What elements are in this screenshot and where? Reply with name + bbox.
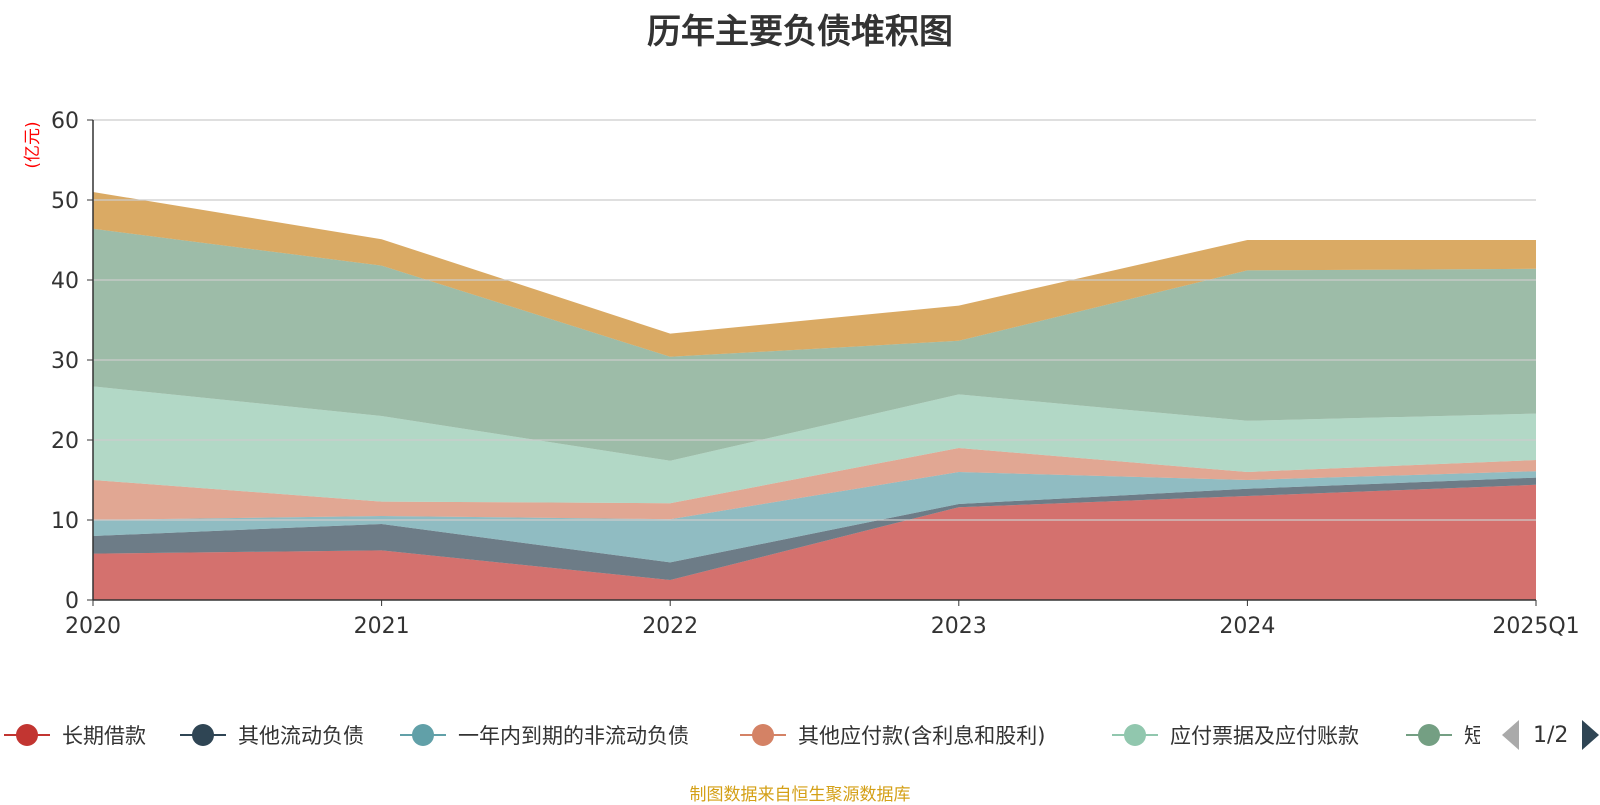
legend-symbol bbox=[2, 718, 52, 752]
y-tick-label: 20 bbox=[51, 429, 79, 454]
legend-symbol bbox=[1110, 718, 1160, 752]
legend-page-indicator: 1/2 bbox=[1533, 722, 1569, 748]
legend-label: 其他流动负债 bbox=[238, 724, 364, 748]
legend-item-other-current-liabilities[interactable]: 其他流动负债 bbox=[178, 718, 364, 752]
area-series-3 bbox=[93, 448, 1536, 520]
x-tick-label: 2023 bbox=[931, 614, 987, 639]
legend-symbol bbox=[398, 718, 448, 752]
legend-label: 短 bbox=[1464, 724, 1480, 748]
axes: 2020 2021 2022 2023 2024 2025Q1 bbox=[65, 120, 1580, 639]
y-tick-label: 30 bbox=[51, 349, 79, 374]
y-tick-label: 10 bbox=[51, 509, 79, 534]
y-tick-label: 0 bbox=[65, 589, 79, 614]
legend: 长期借款 其他流动负债 一年内到期的非流动负债 其他应付款(含利息和股利) 应付… bbox=[0, 718, 1480, 752]
legend-label: 一年内到期的非流动负债 bbox=[458, 724, 689, 748]
grid-lines: 0 10 20 30 40 50 60 bbox=[51, 109, 1536, 614]
area-series-5 bbox=[93, 228, 1536, 461]
prev-page-icon[interactable] bbox=[1502, 720, 1519, 750]
legend-item-current-portion-noncurrent[interactable]: 一年内到期的非流动负债 bbox=[398, 718, 689, 752]
legend-symbol bbox=[1404, 718, 1454, 752]
legend-label: 长期借款 bbox=[62, 724, 146, 748]
chart-title: 历年主要负债堆积图 bbox=[647, 12, 953, 52]
next-page-icon[interactable] bbox=[1582, 720, 1600, 750]
x-tick-label: 2025Q1 bbox=[1492, 614, 1579, 639]
y-axis-unit-label: (亿元) bbox=[23, 121, 43, 168]
area-series-0 bbox=[93, 484, 1536, 600]
area-series-4 bbox=[93, 386, 1536, 504]
legend-pager: 1/2 bbox=[1496, 718, 1600, 752]
y-tick-label: 40 bbox=[51, 269, 79, 294]
legend-label: 应付票据及应付账款 bbox=[1170, 724, 1359, 748]
legend-item-long-term-loans[interactable]: 长期借款 bbox=[2, 718, 146, 752]
x-tick-label: 2020 bbox=[65, 614, 121, 639]
x-tick-label: 2022 bbox=[642, 614, 698, 639]
legend-item-notes-accounts-payable[interactable]: 应付票据及应付账款 bbox=[1110, 718, 1359, 752]
legend-item-short-term-loans[interactable]: 短 bbox=[1404, 718, 1480, 752]
legend-symbol bbox=[178, 718, 228, 752]
y-tick-label: 50 bbox=[51, 189, 79, 214]
legend-item-other-payables[interactable]: 其他应付款(含利息和股利) bbox=[738, 718, 1045, 752]
source-note: 制图数据来自恒生聚源数据库 bbox=[689, 785, 911, 805]
area-layers bbox=[93, 192, 1536, 600]
x-tick-label: 2021 bbox=[354, 614, 410, 639]
y-tick-label: 60 bbox=[51, 109, 79, 134]
area-series-2 bbox=[93, 471, 1536, 563]
legend-symbol bbox=[738, 718, 788, 752]
x-tick-label: 2024 bbox=[1219, 614, 1275, 639]
area-series-1 bbox=[93, 477, 1536, 580]
area-series-6 bbox=[93, 192, 1536, 357]
legend-label: 其他应付款(含利息和股利) bbox=[798, 724, 1046, 748]
